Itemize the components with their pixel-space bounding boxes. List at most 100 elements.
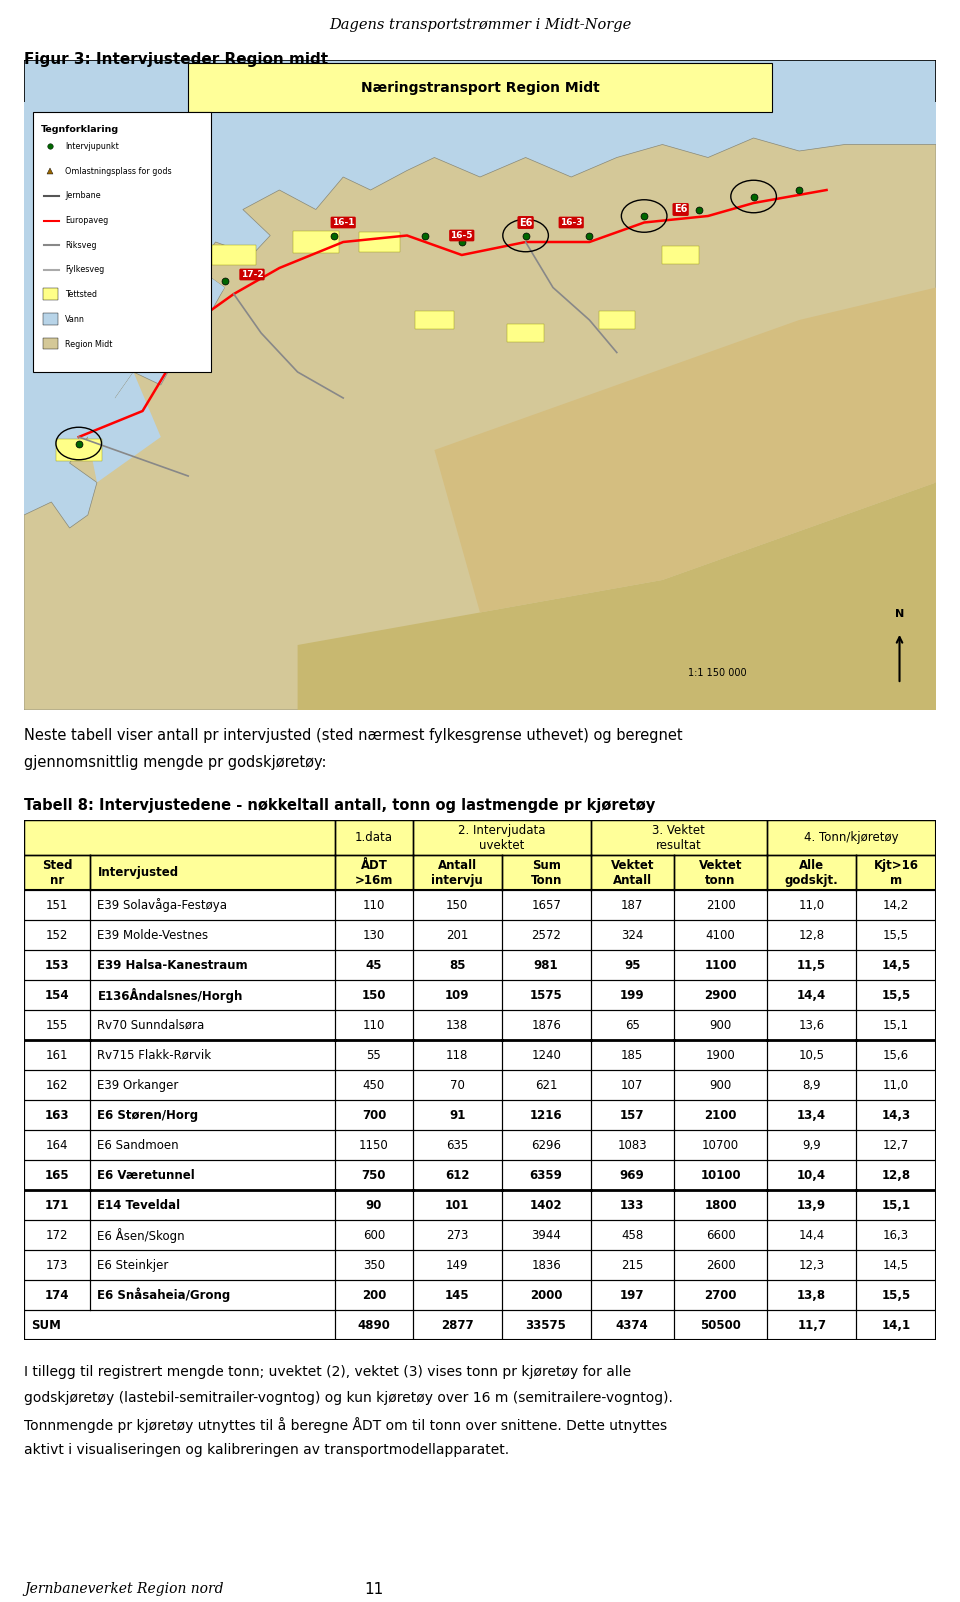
Text: 145: 145	[444, 1288, 469, 1301]
Bar	[335, 820, 413, 855]
Text: 45: 45	[366, 958, 382, 972]
Text: 2100: 2100	[705, 1109, 736, 1121]
Bar	[674, 1310, 767, 1339]
Bar	[90, 1190, 335, 1221]
Text: 1800: 1800	[705, 1198, 737, 1211]
Text: 1240: 1240	[531, 1049, 561, 1062]
Text: 4. Tonn/kjøretøy: 4. Tonn/kjøretøy	[804, 831, 899, 844]
Bar	[335, 920, 413, 950]
Text: Antall
intervju: Antall intervju	[431, 859, 483, 888]
Text: 12,8: 12,8	[881, 1168, 911, 1182]
Text: Jernbane: Jernbane	[65, 191, 101, 200]
Text: 700: 700	[362, 1109, 386, 1121]
Text: 1876: 1876	[531, 1019, 561, 1032]
Bar	[502, 1280, 590, 1310]
Bar	[767, 1250, 856, 1280]
Text: 12,8: 12,8	[799, 929, 825, 942]
Bar	[674, 1250, 767, 1280]
Bar	[767, 1221, 856, 1250]
Bar	[24, 1310, 335, 1339]
Text: 14,5: 14,5	[883, 1259, 909, 1272]
Text: Jernbaneverket Region nord: Jernbaneverket Region nord	[24, 1583, 224, 1596]
Bar	[90, 1160, 335, 1190]
Text: 55: 55	[367, 1049, 381, 1062]
Bar	[90, 920, 335, 950]
Text: 6600: 6600	[706, 1229, 735, 1242]
Bar	[24, 1190, 90, 1221]
Text: 11: 11	[365, 1583, 384, 1597]
Bar	[24, 950, 90, 980]
Text: 6296: 6296	[531, 1139, 561, 1152]
Text: 150: 150	[446, 899, 468, 912]
Text: E39 Molde-Vestnes: E39 Molde-Vestnes	[97, 929, 208, 942]
Text: Vann: Vann	[65, 316, 84, 324]
Text: Vektet
tonn: Vektet tonn	[699, 859, 742, 888]
Text: 15,1: 15,1	[881, 1198, 911, 1211]
Text: Dagens transportstrømmer i Midt-Norge: Dagens transportstrømmer i Midt-Norge	[329, 18, 631, 32]
Bar	[502, 920, 590, 950]
Text: 11,7: 11,7	[797, 1318, 827, 1331]
Text: 13,8: 13,8	[797, 1288, 827, 1301]
Bar	[502, 1190, 590, 1221]
Bar	[413, 1040, 502, 1070]
Bar	[674, 891, 767, 920]
Bar	[856, 1011, 936, 1040]
Bar	[413, 1221, 502, 1250]
Bar	[674, 1160, 767, 1190]
Text: Sum
Tonn: Sum Tonn	[531, 859, 562, 888]
Bar	[856, 891, 936, 920]
Bar	[24, 980, 90, 1011]
Bar	[856, 1250, 936, 1280]
Text: 16-3: 16-3	[560, 218, 583, 227]
Bar	[662, 245, 699, 264]
Bar	[767, 891, 856, 920]
Bar	[413, 950, 502, 980]
Text: 8,9: 8,9	[803, 1078, 821, 1091]
Bar	[335, 1250, 413, 1280]
Bar	[335, 891, 413, 920]
Bar	[24, 820, 335, 855]
Text: 13,9: 13,9	[797, 1198, 827, 1211]
Text: 16,3: 16,3	[883, 1229, 909, 1242]
Polygon shape	[88, 372, 160, 482]
Text: Riksveg: Riksveg	[65, 240, 97, 250]
Text: 2572: 2572	[531, 929, 561, 942]
Text: E6 Væretunnel: E6 Væretunnel	[97, 1168, 195, 1182]
Bar	[24, 1280, 90, 1310]
Bar	[90, 1280, 335, 1310]
Bar	[674, 855, 767, 891]
Text: 138: 138	[446, 1019, 468, 1032]
Text: 107: 107	[621, 1078, 643, 1091]
Text: 149: 149	[446, 1259, 468, 1272]
Text: 15,5: 15,5	[881, 1288, 911, 1301]
Bar	[590, 1101, 674, 1129]
Text: Næringstransport Region Midt: Næringstransport Region Midt	[361, 80, 599, 95]
Bar	[767, 1101, 856, 1129]
Text: 14,1: 14,1	[881, 1318, 911, 1331]
Text: 157: 157	[620, 1109, 644, 1121]
Bar	[24, 1221, 90, 1250]
Bar	[335, 980, 413, 1011]
Text: Tonnmengde pr kjøretøy utnyttes til å beregne ÅDT om til tonn over snittene. Det: Tonnmengde pr kjøretøy utnyttes til å be…	[24, 1418, 667, 1432]
Bar	[767, 1190, 856, 1221]
Text: 3944: 3944	[531, 1229, 561, 1242]
Text: 33575: 33575	[526, 1318, 566, 1331]
Text: 174: 174	[45, 1288, 69, 1301]
Bar	[335, 1040, 413, 1070]
Bar	[335, 950, 413, 980]
Text: 12,7: 12,7	[883, 1139, 909, 1152]
Text: E6 Støren/Horg: E6 Støren/Horg	[97, 1109, 199, 1121]
Text: E39 Halsa-Kanestraum: E39 Halsa-Kanestraum	[97, 958, 248, 972]
Bar	[502, 891, 590, 920]
Bar	[767, 1070, 856, 1101]
Text: 350: 350	[363, 1259, 385, 1272]
Bar	[502, 1160, 590, 1190]
Bar	[413, 855, 502, 891]
Text: Neste tabell viser antall pr intervjusted (sted nærmest fylkesgrense uthevet) og: Neste tabell viser antall pr intervjuste…	[24, 727, 683, 743]
Bar	[674, 1129, 767, 1160]
Bar	[413, 980, 502, 1011]
Text: 14,4: 14,4	[799, 1229, 825, 1242]
Text: 3. Vektet
resultat: 3. Vektet resultat	[653, 823, 706, 852]
Text: 154: 154	[45, 988, 69, 1001]
Bar	[507, 324, 543, 343]
